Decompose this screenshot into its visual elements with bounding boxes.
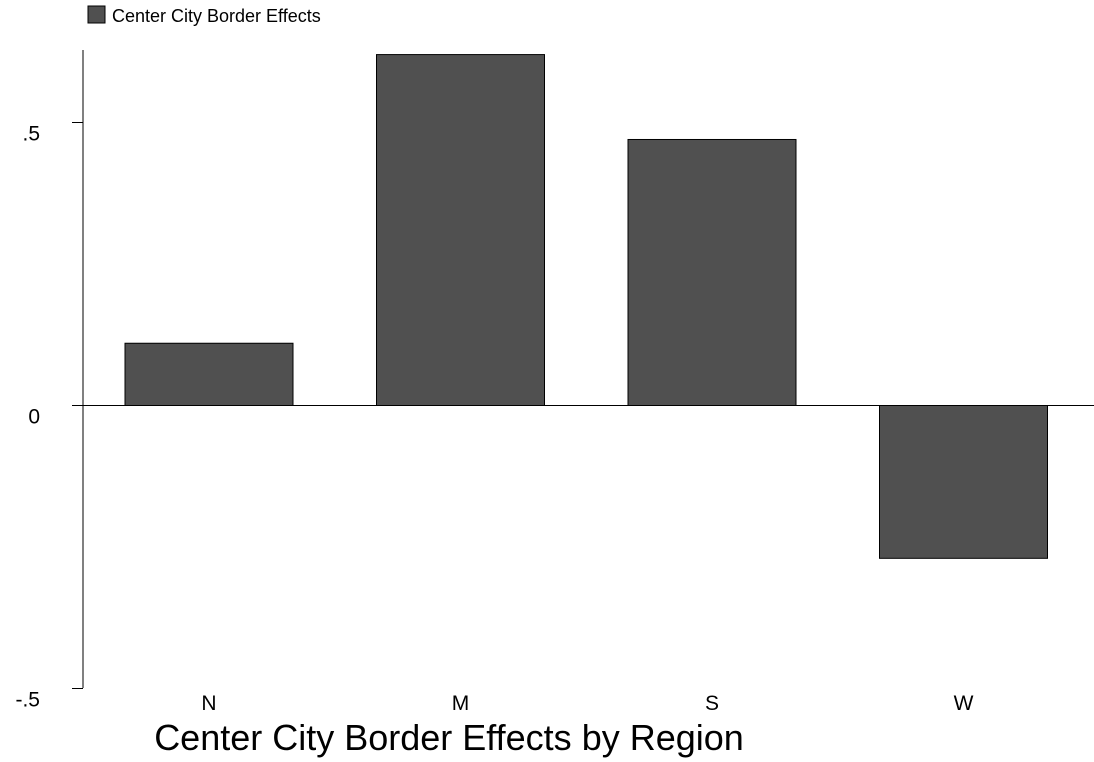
legend-swatch [87,5,106,24]
legend-label: Center City Border Effects [112,6,321,26]
bar-m [376,54,545,407]
x-tick-label-m: M [452,692,470,715]
y-tick-label: 0 [28,406,40,429]
x-tick-label-w: W [954,692,974,715]
bar-s [627,138,797,406]
chart-title: Center City Border Effects by Region [154,717,744,758]
x-tick-label-s: S [705,692,719,715]
bar-w [879,405,1048,559]
bar-n [124,342,294,406]
x-tick-label-n: N [201,692,216,715]
y-tick-label: -.5 [15,689,40,712]
y-axis-ticks: .5 0 -.5 [15,122,83,712]
legend: Center City Border Effects [87,5,321,26]
y-tick-label: .5 [22,123,40,146]
bars [124,54,1048,559]
